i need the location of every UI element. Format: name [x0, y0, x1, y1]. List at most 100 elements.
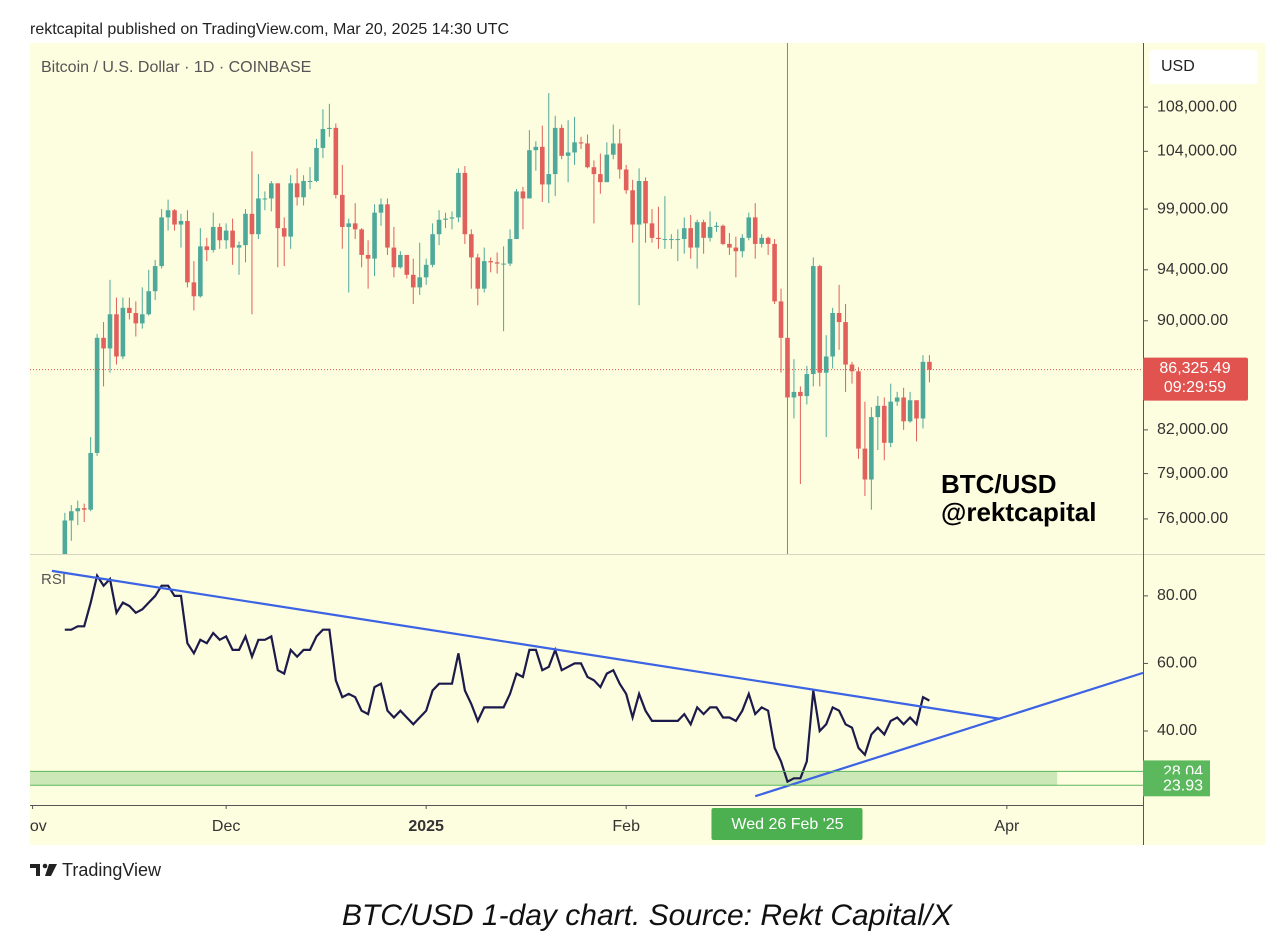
- candle-body: [404, 254, 410, 275]
- candle-body: [352, 223, 358, 230]
- candle-body: [572, 142, 577, 153]
- candle-body: [810, 266, 816, 375]
- candle-body: [920, 361, 926, 419]
- candle-body: [430, 234, 435, 265]
- candle-body: [417, 277, 423, 288]
- crosshair-date-box: [711, 808, 863, 840]
- candle-body: [314, 147, 319, 181]
- y-tick-label: 40.00: [1157, 722, 1197, 739]
- candle-body: [520, 191, 526, 199]
- candle-body: [598, 174, 603, 183]
- candle-body: [165, 210, 171, 218]
- candle-body: [869, 417, 874, 480]
- candle-body: [914, 400, 919, 419]
- candle-body: [75, 508, 81, 512]
- x-tick-label: Nov: [18, 818, 46, 835]
- candle-body: [604, 154, 610, 183]
- candle-body: [643, 180, 648, 224]
- rsi-title: RSI: [41, 571, 66, 588]
- chart-background: [30, 43, 1265, 845]
- oversold-band: [30, 771, 1058, 786]
- candle-body: [114, 314, 119, 357]
- candle-body: [636, 180, 642, 225]
- candle-body: [172, 210, 177, 225]
- candle-body: [585, 143, 590, 168]
- y-tick-label: 79,000.00: [1157, 465, 1228, 482]
- candle-body: [617, 143, 623, 170]
- candle-body: [488, 261, 493, 263]
- candle-body: [778, 301, 784, 338]
- candle-body: [436, 219, 442, 235]
- candle-body: [365, 254, 371, 259]
- symbol-title: Bitcoin / U.S. Dollar · 1D · COINBASE: [41, 59, 311, 76]
- candle-body: [804, 374, 810, 397]
- candle-body: [81, 508, 87, 510]
- candle-body: [288, 183, 293, 237]
- candle-body: [307, 180, 313, 182]
- candle-body: [856, 371, 861, 449]
- candle-body: [798, 391, 803, 397]
- y-tick-label: 99,000.00: [1157, 200, 1228, 217]
- crosshair-date-label: Wed 26 Feb '25: [731, 816, 843, 833]
- candle-body: [281, 228, 287, 237]
- candle-body: [320, 128, 326, 148]
- candle-body: [694, 222, 700, 248]
- candle-body: [740, 237, 745, 252]
- band-label: 23.93: [1163, 778, 1203, 795]
- rsi-pane: [30, 569, 1143, 798]
- candle-body: [649, 223, 655, 238]
- candle-body: [894, 397, 900, 402]
- candle-body: [623, 169, 629, 191]
- y-tick-label: 80.00: [1157, 587, 1197, 604]
- candle-body: [662, 239, 668, 241]
- current-price-box: [1143, 357, 1248, 401]
- candle-body: [836, 312, 842, 323]
- candle-body: [765, 237, 771, 244]
- candle-body: [269, 183, 274, 199]
- candle-body: [107, 314, 113, 349]
- candle-body: [294, 183, 300, 198]
- y-tick-label: 76,000.00: [1157, 510, 1228, 527]
- candle-body: [888, 401, 894, 443]
- rsi-line: [64, 572, 930, 784]
- candle-body: [456, 172, 461, 218]
- trendline: [51, 569, 1001, 720]
- candle-body: [359, 229, 364, 255]
- candle-body: [746, 217, 752, 238]
- annotation: BTC/USD: [941, 469, 1057, 499]
- y-tick-label: 108,000.00: [1157, 98, 1237, 115]
- candle-body: [243, 213, 248, 246]
- candle-body: [791, 391, 797, 398]
- candle-body: [494, 262, 500, 264]
- candle-body: [443, 218, 448, 220]
- candle-body: [152, 266, 158, 292]
- candle-body: [881, 405, 887, 443]
- brand-logo: [30, 863, 57, 876]
- candle-body: [559, 127, 564, 156]
- candle-body: [830, 312, 835, 357]
- brand-name: TradingView: [62, 860, 162, 880]
- candle-body: [907, 400, 913, 422]
- candle-body: [210, 226, 216, 251]
- candle-body: [204, 246, 210, 251]
- candle-body: [133, 312, 139, 324]
- candle-body: [301, 180, 306, 198]
- candle-body: [546, 174, 552, 185]
- candle-body: [475, 257, 481, 289]
- price-pane: [30, 43, 1143, 554]
- caption: BTC/USD 1-day chart. Source: Rekt Capita…: [342, 899, 953, 932]
- candle-body: [707, 226, 713, 238]
- band-label-box: [1143, 774, 1210, 797]
- candle-body: [501, 263, 506, 265]
- candle-body: [927, 361, 932, 370]
- candle-body: [256, 198, 261, 235]
- currency-button[interactable]: [1149, 50, 1258, 84]
- y-tick-label: 90,000.00: [1157, 312, 1228, 329]
- candle-body: [610, 143, 616, 155]
- candle-body: [346, 223, 352, 227]
- candle-body: [146, 291, 152, 315]
- candle-body: [94, 337, 100, 453]
- candle-body: [669, 239, 674, 241]
- candle-body: [185, 220, 190, 283]
